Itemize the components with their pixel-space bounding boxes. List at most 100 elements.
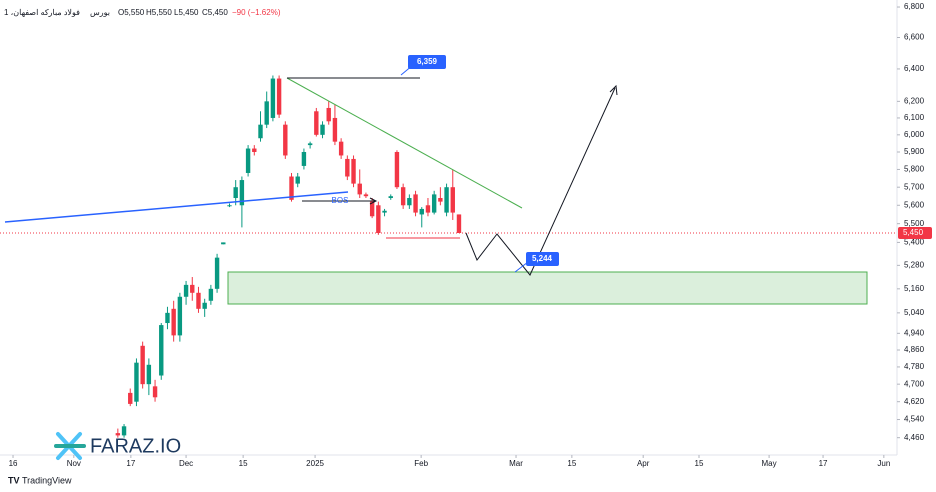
candle-body xyxy=(134,362,139,402)
candle-body xyxy=(202,302,207,309)
x-tick-label: 16 xyxy=(9,459,18,468)
candle-body xyxy=(438,198,443,202)
candle-body xyxy=(301,151,307,166)
candle-body xyxy=(177,296,183,336)
candle-body xyxy=(214,257,220,289)
candle-body xyxy=(190,284,195,293)
peak-label: 6,359 xyxy=(417,57,438,66)
candle-body xyxy=(233,187,238,199)
footer-logo: TV xyxy=(8,475,20,485)
y-tick-label: 4,460 xyxy=(904,433,925,442)
last-price-label: 5,450 xyxy=(903,228,924,237)
candle-body xyxy=(363,194,369,197)
candle-body xyxy=(283,124,288,156)
footer: TradingView xyxy=(22,475,72,485)
last-price-badge xyxy=(898,226,932,239)
header-close: C5,450 xyxy=(202,8,228,17)
y-tick-label: 6,800 xyxy=(904,2,925,11)
bos-label: BOS xyxy=(332,196,349,205)
candle-body xyxy=(394,151,400,188)
candle-body xyxy=(258,124,263,139)
candle-body xyxy=(369,201,375,217)
header-open: O5,550 xyxy=(118,8,145,17)
x-tick-label: Dec xyxy=(179,459,193,468)
candle-body xyxy=(314,111,319,135)
y-tick-label: 5,040 xyxy=(904,308,925,317)
y-tick-label: 5,280 xyxy=(904,260,925,269)
bos-arrow xyxy=(369,197,378,205)
candle-body xyxy=(450,187,455,213)
candle-body xyxy=(332,117,338,142)
watermark: FARAZ.IO xyxy=(90,435,181,457)
y-tick-label: 5,800 xyxy=(904,165,925,174)
header-symbol: فولاد مبارکه اصفهان، 1 xyxy=(4,8,80,17)
demand-zone xyxy=(227,271,868,305)
y-tick-label: 4,700 xyxy=(904,379,925,388)
x-tick-label: Feb xyxy=(414,459,428,468)
projection-arrow xyxy=(609,84,618,96)
y-tick-label: 5,600 xyxy=(904,200,925,209)
candle-body xyxy=(245,148,251,173)
candle-body xyxy=(382,210,387,213)
candle-body xyxy=(307,143,313,146)
candle-body xyxy=(227,205,232,207)
x-tick-label: Jun xyxy=(877,459,890,468)
y-tick-label: 4,860 xyxy=(904,345,925,354)
candle-body xyxy=(338,141,344,156)
y-tick-label: 6,600 xyxy=(904,33,925,42)
header-change: −90 (−1.62%) xyxy=(232,8,281,17)
candle-body xyxy=(345,158,350,177)
y-tick-label: 6,200 xyxy=(904,96,925,105)
candle-body xyxy=(264,101,269,125)
candle-body xyxy=(351,158,356,184)
candle-body xyxy=(140,345,145,385)
x-tick-label: Mar xyxy=(509,459,523,468)
candle-body xyxy=(444,187,449,213)
candle-body xyxy=(431,194,437,213)
plot xyxy=(0,75,895,438)
candle-body xyxy=(295,176,300,184)
x-tick-label: Apr xyxy=(637,459,650,468)
y-tick-label: 6,100 xyxy=(904,113,925,122)
candle-body xyxy=(326,107,331,122)
candle-body xyxy=(276,78,282,115)
candle-body xyxy=(183,284,189,297)
candle-body xyxy=(146,364,152,385)
candle-body xyxy=(425,205,431,213)
y-tick-label: 6,400 xyxy=(904,64,925,73)
candle-body xyxy=(159,325,164,376)
header-high: H5,550 xyxy=(146,8,172,17)
projection-path xyxy=(465,87,616,276)
candle-body xyxy=(239,180,245,206)
candle-body xyxy=(221,242,226,245)
x-tick-label: Nov xyxy=(67,459,81,468)
candle-body xyxy=(196,292,201,309)
candle-body xyxy=(152,386,158,398)
candle-body xyxy=(128,392,133,404)
y-tick-label: 6,000 xyxy=(904,130,925,139)
candle-body xyxy=(252,148,257,152)
candle-body xyxy=(208,288,214,301)
target-badge xyxy=(526,252,559,266)
y-tick-label: 4,940 xyxy=(904,328,925,337)
y-tick-label: 4,540 xyxy=(904,415,925,424)
candle-body xyxy=(357,183,362,195)
candle-body xyxy=(171,308,176,336)
x-tick-label: 2025 xyxy=(306,459,324,468)
candle-body xyxy=(400,187,406,206)
x-tick-label: 17 xyxy=(126,459,135,468)
candle-body xyxy=(413,194,418,213)
x-tick-label: 15 xyxy=(695,459,704,468)
y-tick-label: 4,780 xyxy=(904,362,925,371)
candle-body xyxy=(121,426,127,436)
peak-badge xyxy=(408,55,446,69)
y-tick-label: 5,900 xyxy=(904,147,925,156)
candle-body xyxy=(376,205,381,233)
y-tick-label: 5,500 xyxy=(904,219,925,228)
candle-body xyxy=(320,124,325,135)
candle-body xyxy=(115,433,121,436)
x-tick-label: 17 xyxy=(819,459,828,468)
candle-body xyxy=(407,198,412,206)
candle-body xyxy=(165,312,170,324)
